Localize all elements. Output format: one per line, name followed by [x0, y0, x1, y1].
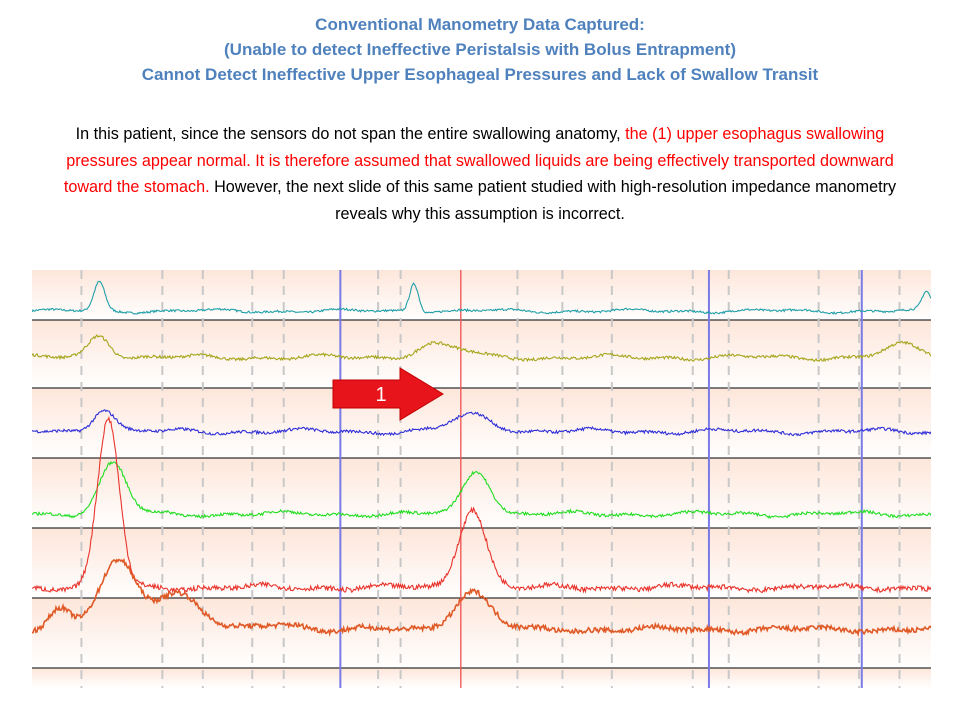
pressure-trace [32, 557, 931, 638]
description-part-3: However, the next slide of this same pat… [209, 178, 897, 223]
lane-background [32, 388, 931, 458]
pressure-trace [32, 460, 931, 519]
description-part-2-highlight: the (1) upper esophagus swallowing press… [63, 125, 894, 197]
pressure-trace [32, 409, 931, 437]
manometry-chart: 1 [32, 270, 931, 688]
lane-background [32, 270, 931, 320]
lane-background [32, 668, 931, 688]
title-line-2: (Unable to detect Ineffective Peristalsi… [224, 40, 736, 59]
pressure-trace [32, 334, 931, 363]
pressure-trace [32, 280, 931, 315]
description-part-1: In this patient, since the sensors do no… [75, 125, 626, 143]
pressure-trace [32, 416, 931, 594]
callout-label: 1 [375, 384, 386, 406]
lane-background [32, 598, 931, 668]
title-line-1: Conventional Manometry Data Captured: [315, 15, 645, 34]
lane-background [32, 458, 931, 528]
title-line-3: Cannot Detect Ineffective Upper Esophage… [141, 65, 819, 84]
description: In this patient, since the sensors do no… [56, 121, 904, 227]
callout-arrow [332, 367, 444, 421]
lane-background [32, 528, 931, 598]
header: Conventional Manometry Data Captured: (U… [0, 12, 960, 87]
